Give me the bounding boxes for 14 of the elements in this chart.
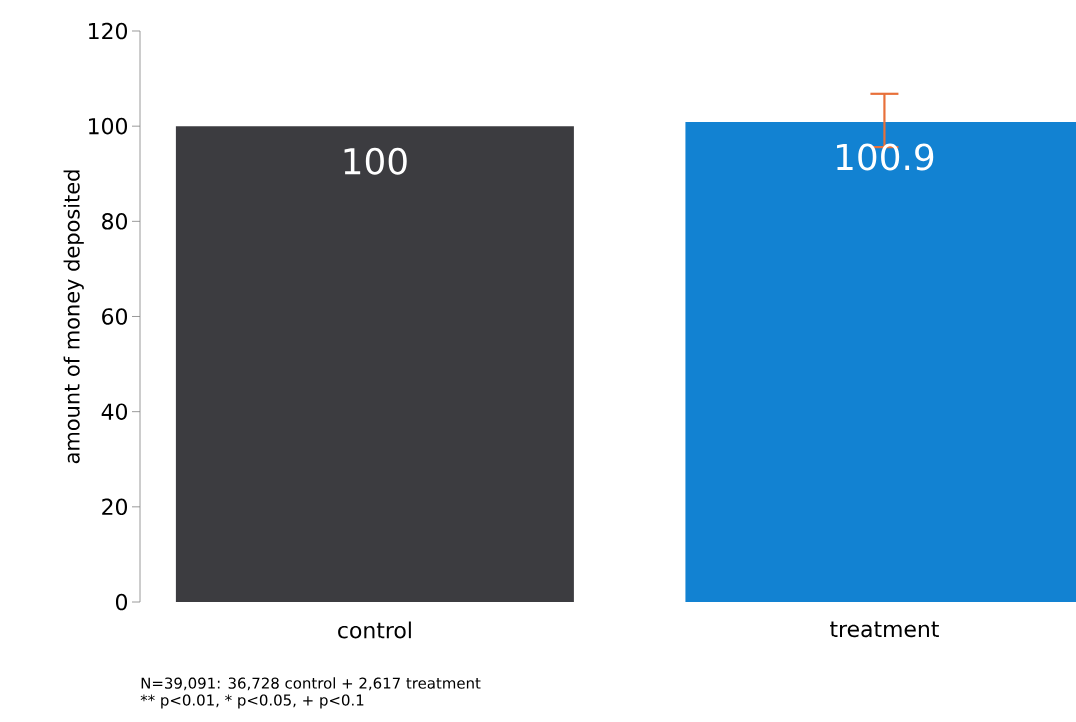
x-tick-label: control bbox=[338, 621, 411, 639]
y-tick-label: 80 bbox=[102, 213, 128, 230]
text: ** p<0.01, * p<0.05, + p<0.1 bbox=[140, 694, 364, 709]
y-tick-label: 40 bbox=[101, 403, 128, 420]
text: N=39,091: 36,728 control + 2,617 treatment bbox=[141, 677, 481, 691]
y-tick-label: 100 bbox=[89, 117, 128, 135]
y-tick-label: 0 bbox=[115, 593, 128, 611]
data-label: 100.9 bbox=[837, 143, 934, 171]
y-tick-label: 20 bbox=[102, 498, 128, 516]
y-axis-title: amount of money deposited bbox=[63, 170, 84, 464]
y-tick-label: 60 bbox=[102, 308, 128, 325]
data-label: 100 bbox=[344, 147, 407, 175]
y-tick-label: 120 bbox=[89, 22, 128, 40]
x-tick-label: treatment bbox=[830, 621, 939, 638]
